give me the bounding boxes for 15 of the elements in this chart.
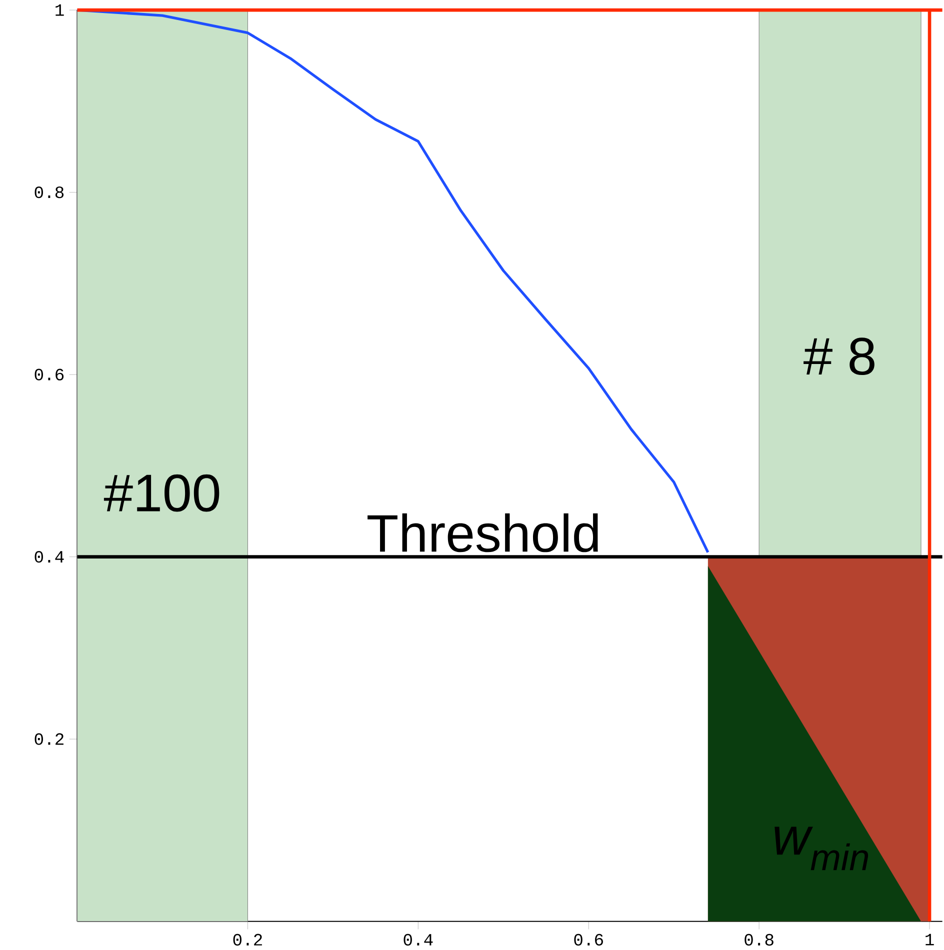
band-label: # 8	[804, 338, 874, 376]
x-tick-label: 0.6	[574, 934, 603, 946]
x-tick-label: 0.8	[744, 934, 774, 946]
band-label: #100	[104, 474, 220, 512]
x-tick-label: 1	[926, 934, 934, 946]
y-tick-label: 1	[56, 4, 64, 16]
x-tick-label: 0.4	[404, 934, 433, 946]
ref-line-label: Threshold	[368, 513, 598, 552]
line-series	[76, 8, 710, 554]
y-tick-label: 0.6	[34, 368, 64, 380]
x-tick-label: 0.2	[233, 934, 262, 946]
y-tick-label: 0.4	[34, 550, 64, 563]
y-tick-label: 0.2	[34, 733, 64, 745]
annotation: w$_{min}$	[774, 826, 868, 870]
y-tick-label: 0.8	[34, 186, 64, 198]
